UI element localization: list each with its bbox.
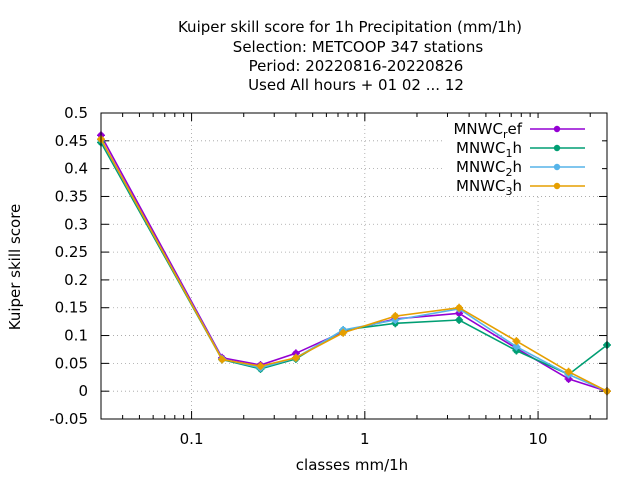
title-line-2: Selection: METCOOP 347 stations [233,38,484,56]
title-line-1: Kuiper skill score for 1h Precipitation … [178,18,522,36]
legend-background [442,118,602,196]
y-tick-label: 0.35 [55,187,88,205]
y-tick-label: 0.05 [55,354,88,372]
title-line-3: Period: 20220816-20220826 [249,57,464,75]
legend-marker [553,144,561,152]
legend-marker [553,163,561,171]
legend-label: MNWC1h [456,139,522,160]
legend-label: MNWCref [453,120,522,141]
series-line [100,138,608,392]
legend-label: MNWC3h [456,177,522,198]
y-tick-label: 0.15 [55,299,88,317]
axis-ticks: -0.05 0 0.05 0.1 0.15 0.2 0.25 0.3 0.35 0.4 0.45 0.… [49,104,607,448]
plot-frame [100,112,608,420]
y-tick-label: 0 [78,382,88,400]
y-tick-label: 0.3 [64,215,88,233]
x-tick-label: 0.1 [180,430,204,448]
y-axis-label: Kuiper skill score [6,204,24,331]
x-axis-label: classes mm/1h [296,456,408,474]
series-line [100,142,608,376]
y-tick-label: -0.05 [49,410,88,428]
chart-title: Kuiper skill score for 1h Precipitation … [178,18,522,94]
x-tick-label: 1 [360,430,370,448]
y-tick-label: 0.25 [55,243,88,261]
y-tick-label: 0.1 [64,327,88,345]
y-tick-label: 0.4 [64,160,88,178]
title-line-4: Used All hours + 01 02 ... 12 [248,76,464,94]
grid [101,113,607,419]
legend-marker [553,125,561,133]
y-tick-label: 0.5 [64,104,88,122]
x-tick-label: 10 [529,430,548,448]
legend-label: MNWC2h [456,158,522,179]
y-tick-label: 0.2 [64,271,88,289]
legend-marker [553,182,561,190]
y-tick-label: 0.45 [55,132,88,150]
